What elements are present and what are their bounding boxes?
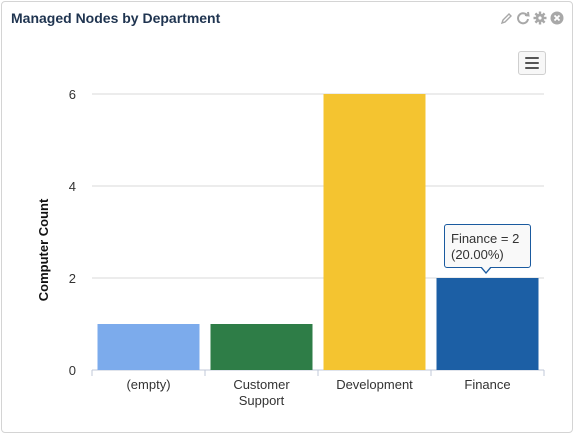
hamburger-menu-icon <box>525 57 539 59</box>
x-tick-label: Finance <box>464 377 510 392</box>
x-tick-label: Customer Support <box>233 377 290 408</box>
bar <box>210 324 313 370</box>
widget-toolbar <box>499 11 564 25</box>
close-icon[interactable] <box>550 11 564 25</box>
y-tick-label: 0 <box>69 363 76 378</box>
bar <box>323 94 426 370</box>
y-tick-label: 4 <box>69 179 76 194</box>
gear-icon[interactable] <box>533 11 547 25</box>
y-tick-label: 6 <box>69 87 76 102</box>
bar <box>97 324 200 370</box>
y-axis-title: Computer Count <box>36 198 51 301</box>
bar <box>436 278 539 370</box>
tooltip-value: Finance = 2 <box>451 231 520 246</box>
tooltip-percent: (20.00%) <box>451 247 504 262</box>
x-tick-label: Development <box>336 377 413 392</box>
chart-menu-button[interactable] <box>518 51 546 75</box>
y-tick-label: 2 <box>69 271 76 286</box>
pencil-icon[interactable] <box>499 11 513 25</box>
bar-tooltip: Finance = 2 (20.00%) <box>444 224 531 268</box>
refresh-icon[interactable] <box>516 11 530 25</box>
widget-title: Managed Nodes by Department <box>11 10 221 26</box>
x-tick-label: (empty) <box>126 377 170 392</box>
